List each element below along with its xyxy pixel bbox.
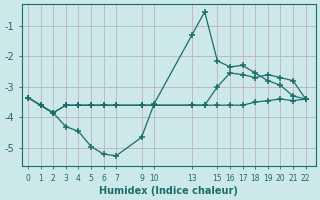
X-axis label: Humidex (Indice chaleur): Humidex (Indice chaleur) [99,186,238,196]
